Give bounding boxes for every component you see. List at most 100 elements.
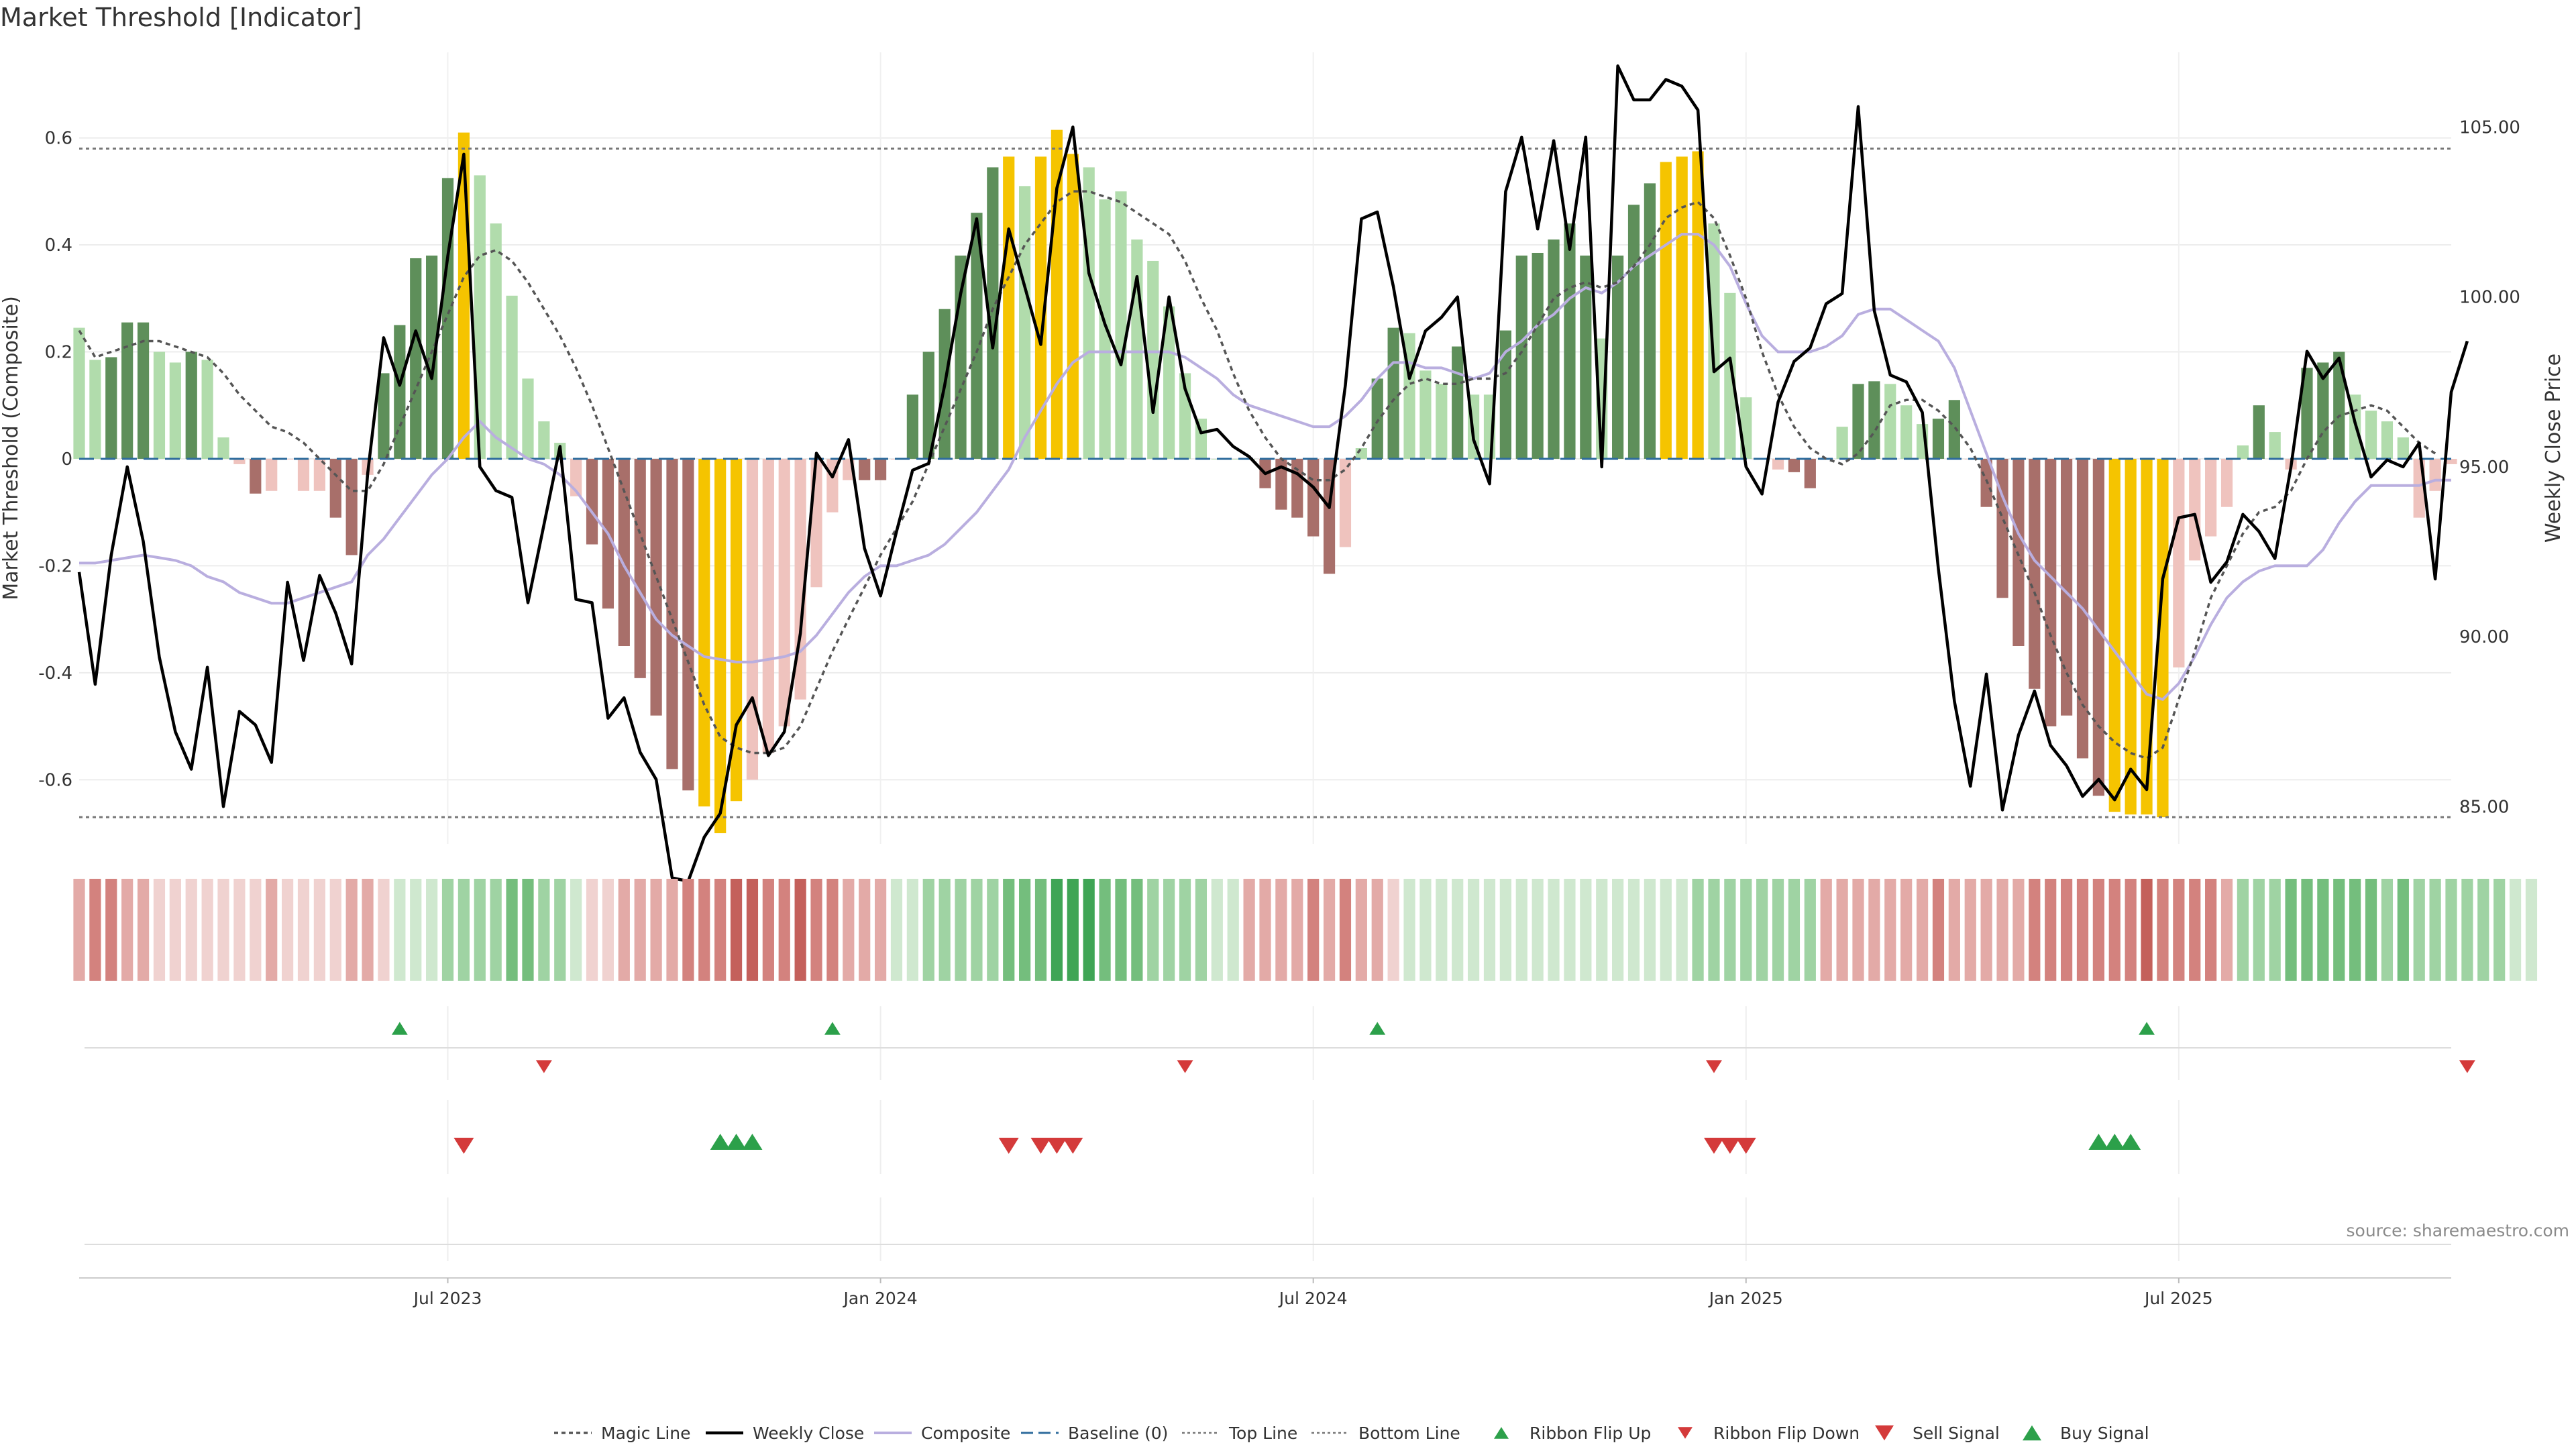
legend-label: Composite [921, 1424, 1010, 1443]
threshold-bar [2157, 458, 2169, 818]
ribbon-cell [698, 879, 710, 981]
ribbon-cell [1692, 879, 1704, 981]
ribbon-cell [1339, 879, 1352, 981]
ribbon-cell [1387, 879, 1399, 981]
threshold-bar [2333, 352, 2345, 459]
ribbon-cell [2285, 879, 2297, 981]
threshold-bar [378, 373, 390, 459]
threshold-bar [1051, 129, 1063, 459]
threshold-bar [906, 394, 918, 459]
ribbon-cell [2237, 879, 2249, 981]
ribbon-cell [1067, 879, 1079, 981]
ribbon-cell [778, 879, 790, 981]
ribbon-cell [1227, 879, 1239, 981]
threshold-bar [1676, 156, 1688, 459]
magic-line [78, 190, 2436, 760]
ribbon-cell [1467, 879, 1480, 981]
ribbon-cell [490, 879, 502, 981]
ribbon-cell [281, 879, 294, 981]
ribbon-cell [1371, 879, 1383, 981]
ribbon-cell [506, 879, 518, 981]
threshold-bar [1852, 384, 1864, 459]
threshold-bar [490, 223, 502, 459]
ribbon-cell [297, 879, 310, 981]
ribbon-cell [105, 879, 117, 981]
buy-signal-marker [726, 1134, 747, 1150]
ribbon-cell [2253, 879, 2265, 981]
ribbon-cell [906, 879, 918, 981]
threshold-bar [2365, 411, 2377, 459]
threshold-bar [394, 325, 406, 459]
threshold-bar [89, 360, 101, 459]
ribbon-cell [362, 879, 374, 981]
ribbon-cell [1548, 879, 1560, 981]
threshold-bar [1339, 458, 1352, 547]
legend-item: Ribbon Flip Up [1494, 1424, 1651, 1443]
threshold-bar [1515, 255, 1527, 459]
threshold-bar [1034, 156, 1047, 459]
ribbon-cell [2125, 879, 2137, 981]
x-tick-label: Jul 2023 [413, 1289, 482, 1308]
legend-item: Bottom Line [1311, 1424, 1460, 1443]
threshold-bar [1932, 419, 1945, 459]
ribbon-flip-up-marker [824, 1022, 841, 1035]
threshold-bar [1548, 239, 1560, 459]
x-tick-label: Jul 2025 [2143, 1289, 2213, 1308]
ribbon-cell [1147, 879, 1159, 981]
ribbon-cell [554, 879, 566, 981]
chart-title: Market Threshold [Indicator] [0, 3, 362, 32]
ribbon-cell [1163, 879, 1175, 981]
ribbon-cell [2060, 879, 2073, 981]
threshold-bar [1612, 255, 1624, 459]
ribbon-cell [1275, 879, 1287, 981]
ribbon-cell [1355, 879, 1367, 981]
threshold-bar [618, 458, 630, 646]
threshold-bar [1836, 427, 1848, 459]
ribbon-cell [987, 879, 999, 981]
legend-label: Top Line [1228, 1424, 1297, 1443]
ribbon-flip-down-marker [2459, 1060, 2475, 1073]
sell-signal-marker [453, 1138, 474, 1154]
threshold-bar [1900, 405, 1913, 459]
threshold-bar [1772, 458, 1784, 470]
threshold-bar [522, 378, 534, 459]
threshold-bar [2029, 458, 2041, 689]
threshold-bar [1627, 205, 1640, 459]
legend-label: Sell Signal [1913, 1424, 2000, 1443]
ribbon-cell [1083, 879, 1095, 981]
ribbon-cell [1676, 879, 1688, 981]
threshold-bar [121, 322, 133, 459]
y-left-tick-label: 0.2 [45, 342, 72, 362]
sell-signal-marker [1030, 1138, 1051, 1154]
ribbon-cell [2092, 879, 2104, 981]
ribbon-cell [2173, 879, 2185, 981]
ribbon-cell [1419, 879, 1432, 981]
threshold-bar [297, 458, 310, 491]
y-left-tick-label: -0.2 [38, 556, 72, 576]
ribbon-cell [1884, 879, 1896, 981]
threshold-bar [1131, 239, 1143, 459]
ribbon-cell [602, 879, 614, 981]
threshold-bar [1115, 191, 1127, 459]
ribbon-cell [410, 879, 422, 981]
ribbon-cell [169, 879, 181, 981]
ribbon-cell [2220, 879, 2233, 981]
ribbon-cell [1772, 879, 1784, 981]
ribbon-cell [1820, 879, 1832, 981]
y-left-tick-label: 0 [61, 449, 72, 470]
threshold-bar [1948, 400, 1960, 459]
threshold-bar [794, 458, 806, 700]
threshold-bar [1788, 458, 1801, 472]
threshold-bar [153, 352, 166, 459]
ribbon-cell [1996, 879, 2008, 981]
legend-item: Buy Signal [2023, 1424, 2149, 1443]
sell-signal-marker [1046, 1138, 1067, 1154]
ribbon-cell [971, 879, 983, 981]
ribbon-cell [89, 879, 101, 981]
threshold-bar [233, 458, 246, 464]
ribbon-cell [1564, 879, 1576, 981]
ribbon-cell [586, 879, 598, 981]
ribbon-cell [2205, 879, 2217, 981]
ribbon-cell [890, 879, 903, 981]
